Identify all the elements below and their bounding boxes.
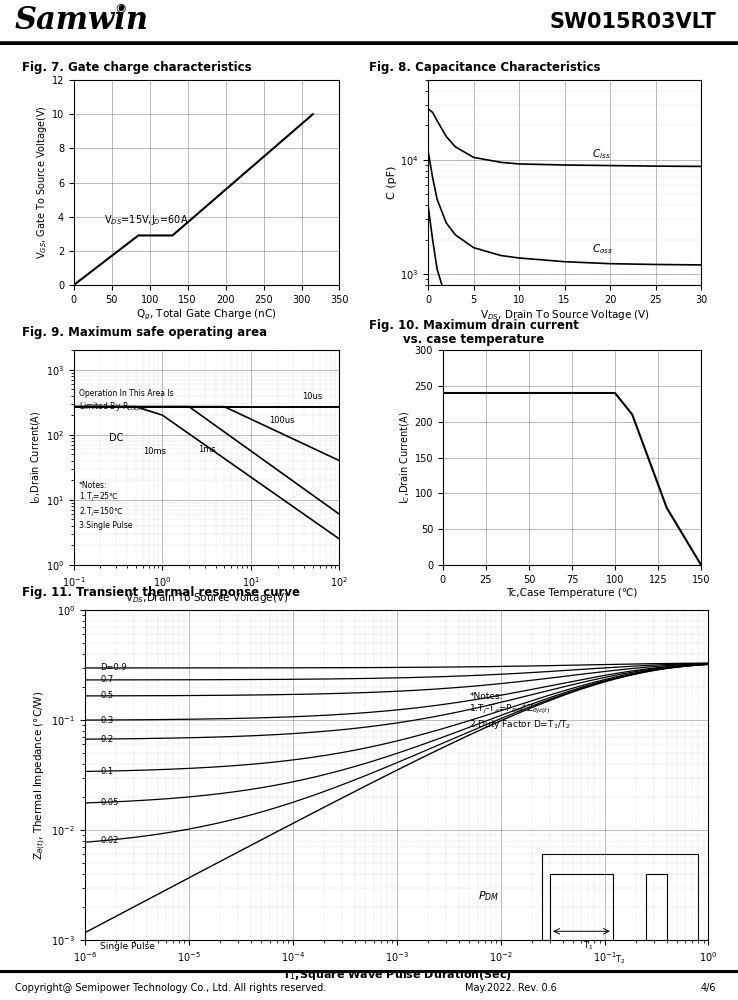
Y-axis label: C (pF): C (pF): [387, 166, 397, 199]
X-axis label: Q$_{g}$, Total Gate Charge (nC): Q$_{g}$, Total Gate Charge (nC): [137, 308, 277, 322]
Text: $C_{oss}$: $C_{oss}$: [592, 242, 613, 256]
Y-axis label: Z$_{\theta(t)}$, Thermal Impedance (°C/W): Z$_{\theta(t)}$, Thermal Impedance (°C/W…: [33, 690, 49, 860]
Text: 0.3: 0.3: [100, 716, 114, 725]
Text: 10ms: 10ms: [142, 447, 166, 456]
Text: DC: DC: [109, 433, 123, 443]
Text: 0.2: 0.2: [100, 735, 113, 744]
Text: 1ms: 1ms: [198, 445, 215, 454]
Text: Fig. 10. Maximum drain current
vs. case temperature: Fig. 10. Maximum drain current vs. case …: [369, 318, 579, 347]
Text: ®: ®: [114, 3, 127, 16]
X-axis label: V$_{DS}$,Drain To Source Voltage(V): V$_{DS}$,Drain To Source Voltage(V): [125, 591, 289, 605]
Text: 4/6: 4/6: [700, 983, 716, 993]
Text: 0.02: 0.02: [100, 836, 118, 845]
Text: $C_{rss}$: $C_{rss}$: [592, 363, 612, 377]
Text: 0.05: 0.05: [100, 798, 118, 807]
Y-axis label: I$_{D}$,Drain Current(A): I$_{D}$,Drain Current(A): [30, 411, 43, 504]
Text: Fig. 9. Maximum safe operating area: Fig. 9. Maximum safe operating area: [22, 326, 267, 339]
Text: $P_{DM}$: $P_{DM}$: [477, 889, 499, 903]
Text: 0.5: 0.5: [100, 691, 113, 700]
Text: Fig. 11. Transient thermal response curve: Fig. 11. Transient thermal response curv…: [22, 586, 300, 599]
Y-axis label: V$_{GS}$, Gate To Source Voltage(V): V$_{GS}$, Gate To Source Voltage(V): [35, 106, 49, 259]
X-axis label: T$_1$,Square Wave Pulse Duration(Sec): T$_1$,Square Wave Pulse Duration(Sec): [282, 968, 511, 982]
Text: T$_2$: T$_2$: [615, 954, 625, 966]
Text: Fig. 8. Capacitance Characteristics: Fig. 8. Capacitance Characteristics: [369, 61, 601, 74]
Text: Single Pulse: Single Pulse: [100, 942, 155, 951]
Y-axis label: I$_{C}$,Drain Current(A): I$_{C}$,Drain Current(A): [398, 411, 412, 504]
Text: $C_{iss}$: $C_{iss}$: [592, 147, 610, 161]
Text: May.2022. Rev. 0.6: May.2022. Rev. 0.6: [465, 983, 556, 993]
X-axis label: V$_{DS}$, Drain To Source Voltage (V): V$_{DS}$, Drain To Source Voltage (V): [480, 308, 649, 322]
Text: *Notes:
1.T$_j$=25℃
2.T$_j$=150℃
3.Single Pulse: *Notes: 1.T$_j$=25℃ 2.T$_j$=150℃ 3.Singl…: [79, 481, 133, 530]
Text: V$_{DS}$=15V,J$_{D}$=60A: V$_{DS}$=15V,J$_{D}$=60A: [104, 213, 189, 227]
Text: Fig. 7. Gate charge characteristics: Fig. 7. Gate charge characteristics: [22, 61, 252, 74]
Text: Operation In This Area Is
Limited By R$_{DS(on)}$: Operation In This Area Is Limited By R$_…: [79, 389, 174, 414]
Text: T$_1$: T$_1$: [583, 940, 593, 952]
Text: *Notes:
1.T$_j$-T$_a$=P$_{DM}$*Z$_{\theta j c(t)}$
2.Duty Factor D=T$_1$/T$_2$: *Notes: 1.T$_j$-T$_a$=P$_{DM}$*Z$_{\thet…: [469, 692, 572, 731]
Text: 0.1: 0.1: [100, 767, 113, 776]
Text: 0.7: 0.7: [100, 675, 114, 684]
Text: Copyright@ Semipower Technology Co., Ltd. All rights reserved.: Copyright@ Semipower Technology Co., Ltd…: [15, 983, 326, 993]
Text: D=0.9: D=0.9: [100, 663, 127, 672]
X-axis label: Tc,Case Temperature (℃): Tc,Case Temperature (℃): [506, 587, 638, 597]
Text: 100us: 100us: [269, 416, 294, 425]
Text: Samwin: Samwin: [15, 5, 149, 36]
Text: SW015R03VLT: SW015R03VLT: [549, 12, 716, 32]
Text: 10us: 10us: [303, 392, 323, 401]
